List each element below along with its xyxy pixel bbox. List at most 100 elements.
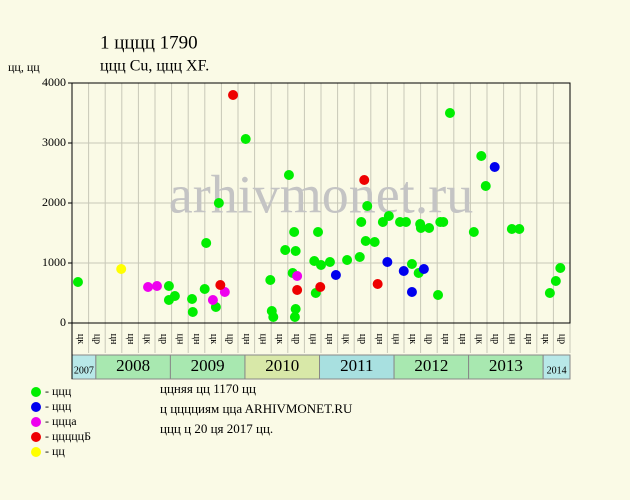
point [163, 280, 174, 291]
chart-subtitle: ццц Cu, ццц XF. [100, 58, 209, 75]
column-label: цн [507, 334, 518, 345]
point [438, 217, 449, 228]
column-label: цр [291, 334, 302, 344]
point [72, 277, 83, 288]
point [489, 162, 500, 172]
point [292, 285, 303, 295]
column-label: цр [158, 334, 169, 344]
year-label: 2013 [489, 356, 523, 375]
y-tick-label: 2000 [42, 195, 66, 209]
point [359, 175, 370, 186]
legend-marker [31, 417, 41, 427]
plot-border [71, 82, 571, 324]
point [292, 271, 303, 282]
point [213, 198, 224, 208]
point [187, 294, 198, 304]
point [330, 270, 341, 280]
point [480, 181, 491, 192]
year-band [393, 354, 470, 380]
point [356, 217, 367, 228]
column-label: цк [473, 334, 484, 344]
point [382, 256, 393, 267]
point [228, 90, 239, 100]
year-label: 2007 [74, 365, 94, 376]
point [369, 237, 380, 247]
point [283, 169, 294, 180]
year-band [169, 354, 246, 380]
point [424, 223, 435, 234]
point [383, 211, 394, 222]
point [406, 286, 417, 297]
point [398, 265, 409, 276]
legend-label: - ццц [45, 384, 72, 398]
column-label: цн [523, 334, 534, 345]
note: ццняя цц 1170 цц [160, 381, 256, 396]
year-label: 2008 [116, 356, 150, 375]
point [514, 223, 525, 234]
legend-marker [31, 402, 41, 412]
column-label: цн [175, 334, 186, 345]
point [544, 288, 555, 298]
note: ц цццциям ццa ARHIVMONET.RU [160, 401, 353, 416]
point [280, 244, 291, 255]
column-label: цн [324, 334, 335, 345]
column-label: цк [407, 334, 418, 344]
legend-marker [31, 387, 41, 397]
point [289, 312, 300, 322]
legend-label: - ццц [45, 399, 72, 413]
column-label: цн [374, 334, 385, 345]
chart-title: 1 цццц 1790 [100, 32, 198, 53]
legend-label: - цц [45, 444, 65, 458]
year-label: 2011 [340, 356, 373, 375]
point [354, 252, 365, 262]
point [433, 289, 444, 300]
y-tick-label: 0 [60, 315, 66, 329]
year-label: 2009 [191, 356, 225, 375]
point [418, 264, 429, 274]
point [372, 279, 383, 289]
column-label: цн [191, 334, 202, 345]
point [187, 307, 198, 318]
column-label: цн [457, 334, 468, 345]
point [406, 259, 417, 270]
column-label: цк [208, 334, 219, 344]
column-label: цн [390, 334, 401, 345]
year-band [95, 354, 171, 380]
point [116, 264, 127, 274]
y-tick-label: 3000 [42, 135, 66, 149]
point [316, 259, 326, 270]
watermark: arhivmonet.ru [169, 164, 473, 224]
point [215, 280, 226, 291]
column-label: цр [357, 334, 368, 344]
column-label: цр [92, 334, 103, 344]
column-label: цр [224, 334, 235, 344]
point [444, 108, 455, 118]
point [289, 226, 300, 237]
column-label: цк [341, 334, 352, 344]
point [268, 312, 279, 322]
column-label: цн [258, 334, 269, 345]
point [360, 235, 371, 246]
column-label: цр [490, 334, 501, 344]
column-label: цн [241, 334, 252, 345]
point [290, 246, 301, 256]
column-label: цр [424, 334, 435, 344]
column-label: цк [75, 334, 86, 344]
year-label: 2014 [547, 365, 567, 376]
point [201, 238, 212, 249]
point [362, 201, 373, 211]
point [342, 255, 353, 265]
column-label: цк [274, 334, 285, 344]
column-label: цн [307, 334, 318, 345]
legend-marker [31, 432, 41, 442]
year-band [244, 354, 321, 380]
point [207, 295, 218, 306]
y-axis-label: цц, цц [8, 60, 40, 74]
point [324, 256, 335, 267]
column-label: цн [440, 334, 451, 345]
point [290, 304, 301, 315]
point [476, 151, 487, 162]
point [199, 283, 210, 294]
point [143, 282, 154, 292]
